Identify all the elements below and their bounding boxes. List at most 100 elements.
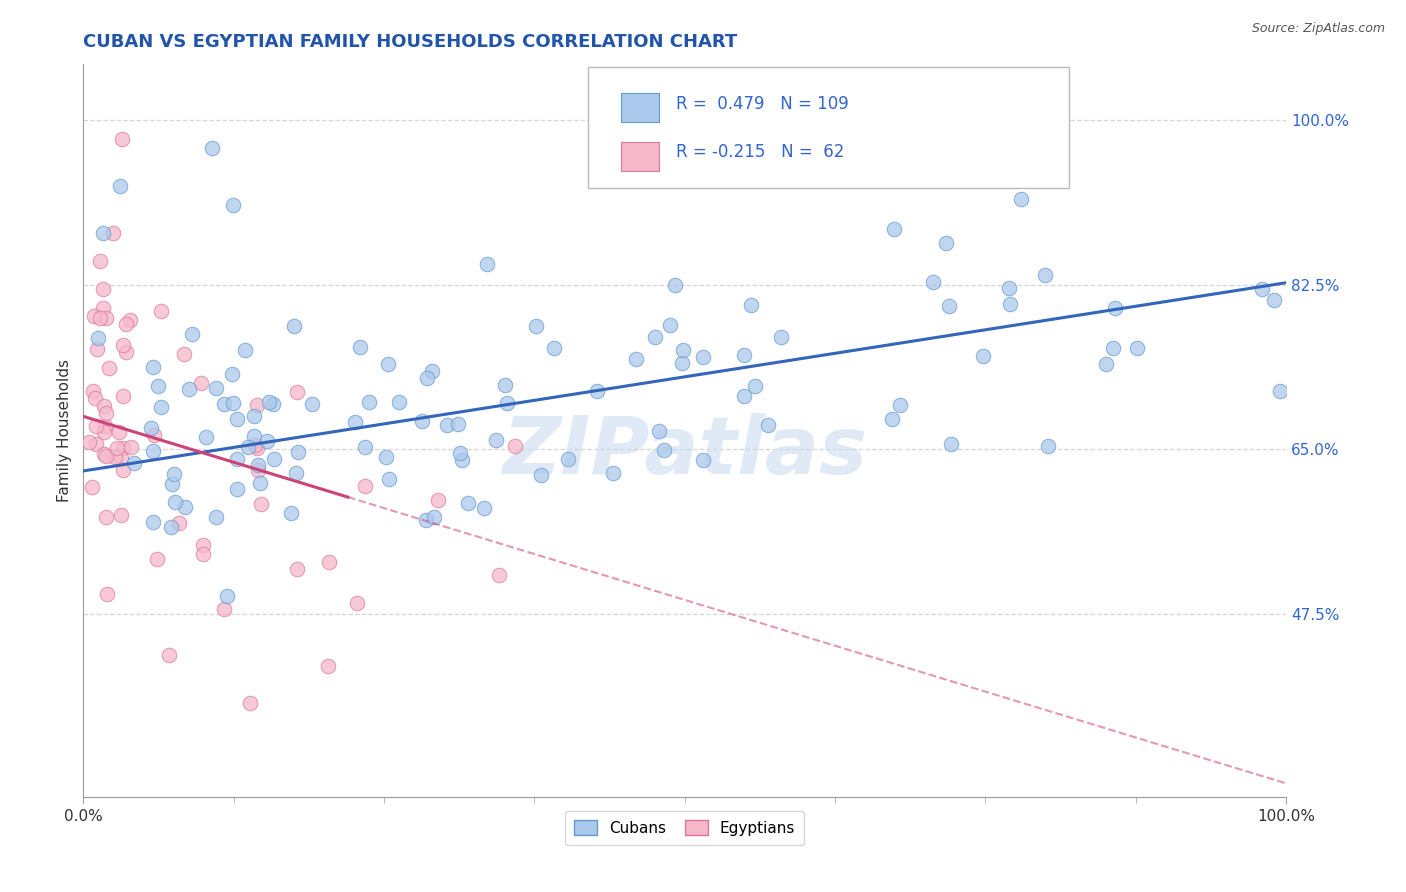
Point [644, 330, 666, 344]
Point [139, 421, 162, 435]
Text: CUBAN VS EGYPTIAN FAMILY HOUSEHOLDS CORRELATION CHART: CUBAN VS EGYPTIAN FAMILY HOUSEHOLDS CORR… [83, 33, 738, 51]
Point [111, 463, 134, 477]
Point [496, 396, 519, 410]
Point [111, 338, 134, 352]
Point [212, 397, 235, 411]
Point [477, 257, 499, 271]
Point [557, 452, 579, 467]
Point [159, 520, 181, 534]
Point [191, 538, 214, 552]
Point [84, 419, 107, 434]
Point [142, 360, 165, 375]
Point [530, 468, 553, 483]
Point [626, 351, 648, 366]
Point [672, 343, 695, 358]
Point [243, 438, 266, 452]
Point [692, 452, 714, 467]
Point [94, 310, 117, 325]
Point [110, 450, 132, 465]
Point [91, 226, 114, 240]
Point [287, 445, 309, 459]
Point [344, 415, 367, 429]
Point [602, 466, 624, 480]
Point [205, 510, 228, 524]
Point [238, 441, 260, 455]
Point [115, 345, 138, 359]
Point [83, 309, 105, 323]
Point [112, 389, 135, 403]
Point [87, 331, 110, 345]
Point [733, 348, 755, 362]
Point [257, 394, 280, 409]
Point [658, 318, 681, 333]
Point [263, 451, 285, 466]
Text: R =  0.479   N = 109: R = 0.479 N = 109 [676, 95, 849, 113]
Point [226, 412, 249, 426]
Point [105, 442, 128, 456]
Point [149, 400, 172, 414]
Point [495, 377, 517, 392]
Point [89, 254, 111, 268]
Point [205, 381, 228, 395]
Point [191, 547, 214, 561]
Point [215, 589, 238, 603]
Point [177, 382, 200, 396]
Point [938, 299, 960, 313]
Point [280, 506, 302, 520]
Point [82, 384, 104, 398]
Y-axis label: Family Households: Family Households [58, 359, 72, 502]
Point [283, 318, 305, 333]
Point [93, 301, 115, 315]
Point [524, 319, 547, 334]
Point [285, 385, 308, 400]
Point [91, 282, 114, 296]
Point [89, 311, 111, 326]
Point [94, 449, 117, 463]
Point [83, 391, 105, 405]
Point [97, 361, 120, 376]
Point [415, 513, 437, 527]
Point [1268, 384, 1291, 398]
Legend: Cubans, Egyptians: Cubans, Egyptians [565, 811, 804, 845]
Point [349, 340, 371, 354]
Point [586, 384, 609, 399]
Point [221, 368, 243, 382]
Point [243, 409, 266, 423]
Point [79, 435, 101, 450]
Point [124, 457, 146, 471]
Point [165, 495, 187, 509]
Point [652, 443, 675, 458]
Point [93, 425, 115, 440]
Point [142, 515, 165, 529]
Point [488, 567, 510, 582]
Point [882, 412, 904, 426]
Point [378, 472, 401, 486]
Point [82, 480, 104, 494]
Point [756, 418, 779, 433]
Point [346, 596, 368, 610]
Point [1036, 439, 1059, 453]
Point [201, 141, 224, 155]
Point [94, 418, 117, 433]
Point [142, 444, 165, 458]
Point [939, 436, 962, 450]
Point [93, 446, 115, 460]
Point [246, 442, 269, 456]
FancyBboxPatch shape [589, 67, 1070, 188]
Point [972, 350, 994, 364]
Point [1251, 282, 1274, 296]
Point [922, 275, 945, 289]
Point [1126, 341, 1149, 355]
Point [1010, 192, 1032, 206]
Point [108, 425, 131, 439]
Point [142, 428, 165, 442]
Point [1104, 301, 1126, 315]
Point [420, 364, 443, 378]
Point [451, 453, 474, 467]
Point [222, 396, 245, 410]
Point [110, 508, 132, 523]
Point [423, 509, 446, 524]
Point [256, 434, 278, 448]
Point [247, 458, 270, 473]
Point [301, 397, 323, 411]
